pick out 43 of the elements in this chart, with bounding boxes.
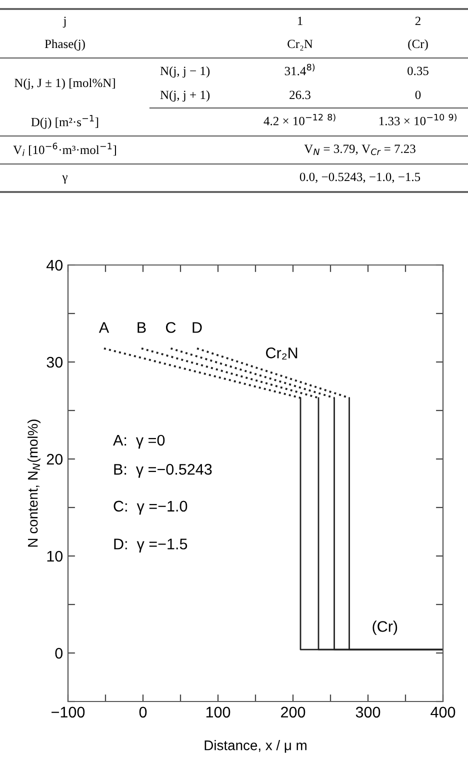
- y-tick-label: 0: [55, 648, 63, 659]
- text: V$_{i}$ [10$^{−6}$·m³·mol$^{−1}$]: [13, 142, 116, 156]
- text: N(j, J ± 1) [mol%N]: [14, 78, 115, 90]
- x-tick-label: −100: [52, 706, 85, 718]
- text: 1: [298, 16, 302, 26]
- y-tick-label: 30: [46, 356, 63, 368]
- annotation: B: [138, 322, 146, 333]
- text: N(j, j − 1): [160, 66, 210, 78]
- text: Cr₂N: [288, 40, 313, 51]
- annotation: C: γ =−1.0: [114, 500, 188, 515]
- annotation: A: [98, 322, 110, 333]
- x-tick-label: 100: [206, 706, 230, 718]
- text: Phase(j): [44, 39, 85, 51]
- x-tick-label: 300: [356, 706, 380, 718]
- annotation: D: [192, 322, 202, 333]
- x-tick-label: 400: [430, 706, 456, 718]
- annotation: D: γ =−1.5: [114, 538, 188, 552]
- y-tick-label: 20: [46, 454, 63, 465]
- text: 0.35: [408, 66, 428, 76]
- text: 0: [415, 90, 421, 100]
- y-tick-label: 40: [46, 260, 63, 271]
- text: 31.4$^{8)}$: [284, 64, 315, 76]
- text: 1.33 × 10$^{−10 9)}$: [379, 114, 456, 126]
- annotation: Cr₂N: [266, 348, 298, 360]
- text: D(j) [m²·s$^{−1}$]: [31, 115, 98, 129]
- x-tick-label: 200: [281, 706, 306, 718]
- y-tick-label: 10: [47, 550, 63, 562]
- x-tick-label: 0: [139, 706, 147, 718]
- text: 26.3: [290, 90, 310, 100]
- y-axis-title: N content, N$_{N}$(mol%): [28, 420, 40, 547]
- annotation: (Cr): [372, 620, 398, 635]
- text: j: [62, 16, 66, 28]
- text: γ: [62, 175, 68, 184]
- annotation: A: γ =0: [113, 434, 165, 449]
- text: (Cr): [408, 39, 428, 51]
- annotation: C: [166, 322, 176, 333]
- text: N(j, j + 1): [160, 90, 210, 102]
- text: 0.0, −0.5243, −1.0, −1.5: [300, 172, 420, 183]
- text: 4.2 × 10$^{−12 8)}$: [264, 114, 336, 126]
- annotation: B: γ =−0.5243: [114, 464, 212, 478]
- text: 2: [415, 16, 420, 26]
- x-axis-title: Distance, x / μ m: [204, 740, 306, 753]
- text: V$_{N}$ = 3.79, V$_{Cr}$ = 7.23: [304, 144, 416, 156]
